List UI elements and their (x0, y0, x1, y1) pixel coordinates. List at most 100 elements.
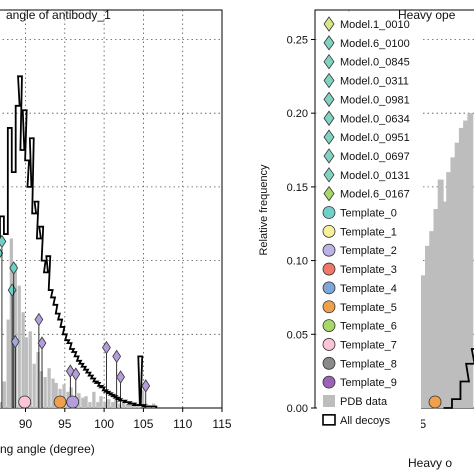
model-diamond-marker (141, 379, 151, 393)
pdb-bar (122, 402, 126, 408)
right-chart-title: Heavy ope (398, 8, 456, 22)
pdb-bar (32, 363, 36, 408)
template-circle-marker (66, 395, 80, 409)
legend-label: PDB data (340, 396, 388, 408)
left-markers (0, 234, 151, 409)
x-tick-label: 90 (19, 417, 33, 431)
template-circle-marker (53, 395, 67, 409)
pdb-bar (39, 371, 43, 408)
y-tick-label: 0.00 (287, 403, 308, 415)
legend-label: Model.6_0167 (340, 189, 410, 201)
pdb-bar (92, 391, 96, 408)
x-tick-label: 115 (212, 417, 231, 431)
pdb-bar (433, 209, 440, 408)
pdb-bar (28, 331, 32, 408)
pdb-bar (2, 381, 6, 408)
left-chart-panel: 90 95 100 105 110 115 angle of antibody_1 ng … (0, 8, 232, 456)
legend-diamond-swatch (323, 148, 335, 164)
legend-label: Model.0_0131 (340, 170, 410, 182)
template-circle-marker (18, 395, 32, 409)
model-diamond-marker (71, 367, 81, 381)
legend-label: Model.0_0981 (340, 94, 410, 106)
model-diamond-marker (9, 261, 19, 275)
legend-label: Model.0_0845 (340, 57, 410, 69)
pdb-bar (107, 399, 111, 408)
pdb-bar (118, 403, 122, 408)
pdb-bar (441, 201, 448, 408)
legend-circle-swatch (322, 262, 336, 276)
pdb-bar (458, 127, 465, 408)
pdb-bar (47, 368, 51, 408)
pdb-bar (21, 312, 25, 408)
pdb-bar (103, 402, 107, 408)
legend-circle-swatch (322, 319, 336, 333)
pdb-bar (54, 382, 58, 408)
pdb-bar (0, 402, 3, 408)
legend-label: Model.6_0100 (340, 38, 410, 50)
y-tick-label: 0.25 (287, 34, 308, 46)
legend-circle-swatch (322, 375, 336, 389)
pdb-bar (17, 285, 21, 408)
pdb-bar (81, 397, 85, 408)
right-markers (428, 395, 442, 409)
right-all-decoys (443, 348, 474, 409)
legend-diamond-swatch (323, 35, 335, 51)
legend-diamond-swatch (323, 129, 335, 145)
left-pdb-bars (0, 238, 156, 408)
pdb-bar (140, 390, 145, 408)
legend-circle-swatch (322, 300, 336, 314)
legend-label: All decoys (340, 415, 391, 427)
legend-circle-swatch (322, 243, 336, 257)
left-x-ticks: 90 95 100 105 110 115 (19, 408, 232, 431)
legend-label: Template_7 (340, 339, 397, 351)
legend-label: Template_5 (340, 302, 397, 314)
right-legend: Model.1_0010 Model.6_0100 Model.0_0845 Mode… (317, 13, 421, 432)
pdb-bar (429, 231, 436, 408)
legend-circle-swatch (322, 224, 336, 238)
pdb-bar (9, 238, 14, 408)
model-diamond-marker (34, 312, 44, 327)
legend-label: Model.1_0010 (340, 19, 410, 31)
left-all-decoys (0, 75, 158, 408)
legend-label: Template_3 (340, 264, 397, 276)
legend-diamond-swatch (323, 167, 335, 183)
legend-diamond-swatch (323, 110, 335, 126)
legend-label: Template_2 (340, 245, 397, 257)
x-tick-label: 105 (133, 417, 153, 431)
legend-label: Template_4 (340, 283, 397, 295)
legend-diamond-swatch (323, 185, 335, 202)
model-diamond-marker (112, 349, 122, 364)
legend-diamond-swatch (323, 91, 335, 108)
pdb-bar (111, 402, 115, 408)
pdb-bar (43, 377, 47, 408)
pdb-bar (446, 172, 453, 408)
legend-box-swatch (323, 395, 335, 407)
left-plot-frame (0, 9, 223, 409)
pdb-bar (24, 337, 28, 408)
pdb-bar (420, 275, 427, 408)
pdb-bar (62, 384, 66, 408)
y-tick-label: 0.20 (287, 108, 308, 120)
all-decoys-line (443, 348, 474, 409)
model-diamond-marker (0, 248, 4, 259)
model-diamond-marker (10, 334, 20, 349)
pdb-bar (133, 405, 137, 408)
pdb-bar (6, 319, 10, 408)
x-tick-label: 100 (94, 417, 114, 431)
x-tick-label: 110 (173, 417, 192, 431)
model-diamond-marker (0, 234, 7, 249)
legend-diamond-swatch (323, 16, 335, 32)
y-tick-label: 0.15 (287, 182, 308, 194)
legend-label: Model.0_0697 (340, 151, 410, 163)
pdb-bar (454, 142, 461, 408)
legend-diamond-swatch (323, 72, 335, 89)
pdb-bar (463, 120, 470, 409)
legend-label: Model.0_0311 (340, 76, 409, 88)
model-diamond-marker (116, 370, 125, 384)
pdb-bar (114, 399, 118, 408)
pdb-bar (99, 396, 103, 408)
pdb-bar (450, 157, 457, 408)
right-chart-panel: 90950.000.050.100.150.200.25 Model.1_001… (258, 8, 474, 470)
pdb-bar (96, 402, 100, 408)
